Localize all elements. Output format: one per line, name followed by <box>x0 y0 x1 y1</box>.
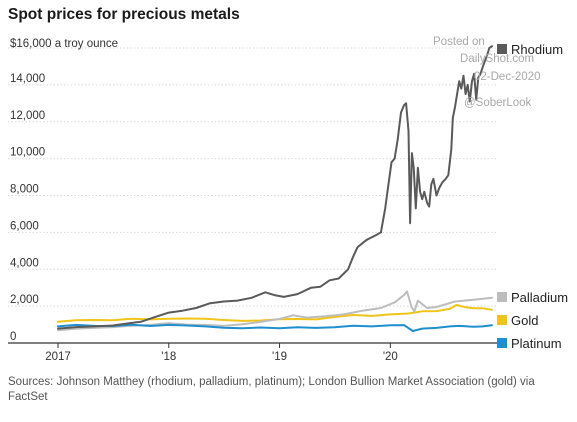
legend-label-rhodium: Rhodium <box>511 42 563 57</box>
gridlines <box>8 47 498 344</box>
y-tick-label: 12,000 <box>10 110 45 122</box>
legend-label-platinum: Platinum <box>511 336 562 351</box>
y-tick-label: 8,000 <box>10 184 39 196</box>
x-tick-label: 2017 <box>45 351 71 363</box>
legend-swatch-gold <box>497 315 507 325</box>
watermark-line3: 02-Dec-2020 <box>474 71 540 83</box>
watermark-line2: DailyShot.com <box>460 53 534 65</box>
legend-swatch-rhodium <box>497 44 507 54</box>
source-note: Sources: Johnson Matthey (rhodium, palla… <box>8 376 535 403</box>
legend-swatch-platinum <box>497 338 507 348</box>
chart-title: Spot prices for precious metals <box>8 6 240 23</box>
series-lines <box>57 45 493 332</box>
series-line-platinum <box>57 323 493 332</box>
y-tick-label: 0 <box>10 331 16 343</box>
x-tick-label: '20 <box>383 351 398 363</box>
y-axis-labels: 0 2,000 4,000 6,000 8,000 10,000 12,000 14,000 $… <box>10 38 118 343</box>
legend-swatch-palladium <box>497 292 507 302</box>
legend-label-palladium: Palladium <box>511 290 568 305</box>
legend-label-gold: Gold <box>511 313 538 328</box>
legend: Rhodium Palladium Gold Platinum <box>497 42 568 351</box>
y-tick-label: $16,000 a troy ounce <box>10 38 118 50</box>
y-tick-label: 14,000 <box>10 73 45 85</box>
series-line-rhodium <box>57 45 493 330</box>
y-tick-label: 6,000 <box>10 220 39 232</box>
watermark-line1: Posted on <box>433 36 485 48</box>
y-tick-label: 2,000 <box>10 294 39 306</box>
y-tick-label: 4,000 <box>10 257 39 269</box>
x-tick-label: '18 <box>161 351 176 363</box>
watermark: Posted on DailyShot.com 02-Dec-2020 @Sob… <box>433 36 540 109</box>
x-axis: 2017 '18 '19 '20 <box>45 343 398 363</box>
x-tick-label: '19 <box>272 351 287 363</box>
series-line-palladium <box>57 290 493 332</box>
series-line-gold <box>57 304 493 323</box>
y-tick-label: 10,000 <box>10 147 45 159</box>
watermark-line4: @SoberLook <box>464 97 532 109</box>
